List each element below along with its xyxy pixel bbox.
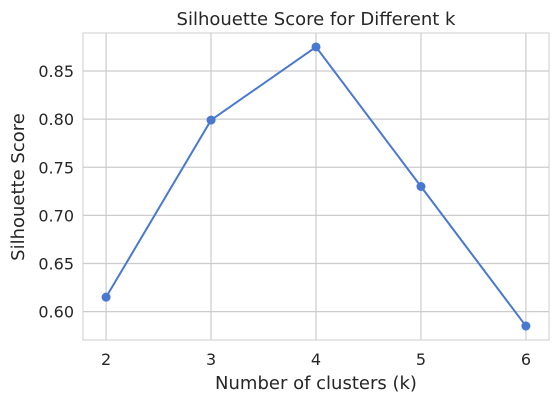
plot-area xyxy=(82,32,550,341)
x-axis-label: Number of clusters (k) xyxy=(215,373,417,394)
chart-title: Silhouette Score for Different k xyxy=(177,9,456,30)
data-point xyxy=(521,321,531,331)
x-axis-ticks: 2 3 4 5 6 xyxy=(101,350,531,369)
grid xyxy=(83,33,549,340)
y-tick-label: 0.60 xyxy=(38,303,74,322)
x-tick-label: 4 xyxy=(311,350,321,369)
y-tick-label: 0.85 xyxy=(38,62,74,81)
y-tick-label: 0.75 xyxy=(38,158,74,177)
y-axis-label: Silhouette Score xyxy=(8,113,29,261)
y-tick-label: 0.65 xyxy=(38,254,74,273)
x-tick-label: 6 xyxy=(521,350,531,369)
data-point xyxy=(101,292,111,302)
x-tick-label: 2 xyxy=(101,350,111,369)
series-layer xyxy=(101,42,531,331)
data-point xyxy=(311,42,321,52)
data-point xyxy=(416,182,426,191)
data-point xyxy=(206,115,216,125)
x-tick-label: 3 xyxy=(206,350,216,369)
y-axis-ticks: 0.60 0.65 0.70 0.75 0.80 0.85 xyxy=(38,62,74,322)
y-tick-label: 0.70 xyxy=(38,206,74,225)
x-tick-label: 5 xyxy=(416,350,426,369)
y-tick-label: 0.80 xyxy=(38,110,74,129)
